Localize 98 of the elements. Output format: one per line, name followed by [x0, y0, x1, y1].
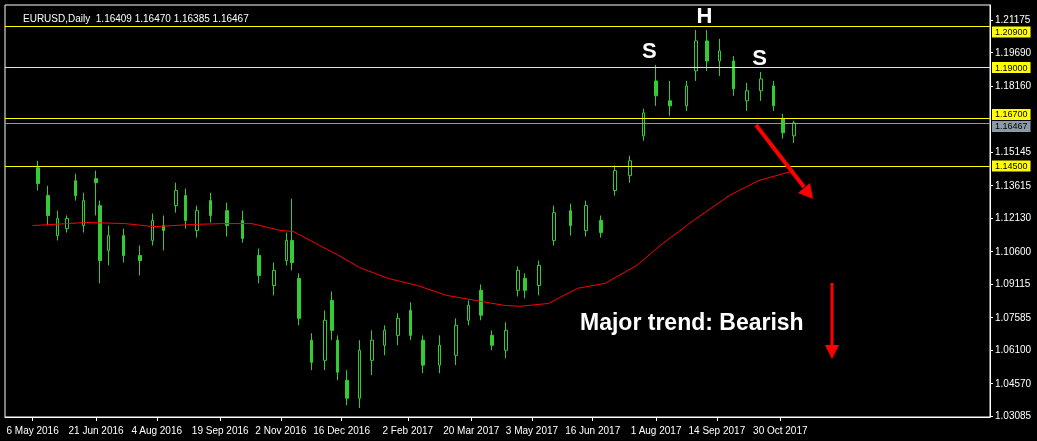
- candlestick: [569, 203, 572, 237]
- x-tick-label: 1 Aug 2017: [630, 424, 682, 436]
- candlestick: [454, 317, 458, 366]
- candlestick: [613, 165, 617, 197]
- x-tick-label: 30 Oct 2017: [753, 424, 808, 436]
- ref-line-label: 1.19000: [995, 62, 1028, 73]
- candlestick: [290, 198, 294, 271]
- x-tick-label: 20 Mar 2017: [443, 424, 500, 436]
- candlestick: [759, 71, 763, 102]
- y-tick-label: 1.15145: [995, 146, 1032, 158]
- candlestick: [370, 329, 374, 376]
- candlestick: [297, 272, 301, 326]
- text: EURUSD,Daily 1.16409 1.16470 1.16385 1.16467: [23, 12, 250, 24]
- candlestick: [257, 248, 261, 284]
- candlestick: [732, 55, 735, 97]
- candlestick: [745, 82, 749, 112]
- candlestick: [336, 334, 339, 381]
- candlestick: [323, 309, 327, 371]
- annotation: S: [752, 45, 767, 71]
- ref-line-label: 1.14500: [995, 161, 1028, 172]
- candlestick: [330, 290, 334, 341]
- x-tick-label: 16 Jun 2017: [565, 424, 621, 436]
- y-tick-label: 1.06100: [995, 344, 1032, 356]
- x-tick-label: 6 May 2016: [6, 424, 60, 436]
- candlestick: [642, 108, 645, 142]
- candlestick: [781, 113, 785, 140]
- candlestick: [241, 210, 244, 244]
- candlestick: [358, 339, 361, 409]
- candlestick: [98, 200, 102, 284]
- candlestick: [162, 214, 165, 251]
- candlestick: [46, 185, 50, 227]
- y-tick-label: 1.12130: [995, 212, 1032, 224]
- annotation: H: [696, 3, 713, 29]
- candlestick: [285, 232, 288, 266]
- x-tick-label: 2 Nov 2016: [255, 424, 307, 436]
- candlestick: [694, 29, 698, 82]
- y-tick-label: 1.13615: [995, 179, 1032, 191]
- candlestick: [65, 214, 69, 234]
- candlestick: [467, 299, 470, 326]
- candlestick: [383, 324, 386, 356]
- candlestick: [345, 369, 349, 406]
- candlestick: [537, 260, 541, 296]
- candlestick: [718, 38, 721, 77]
- ref-line-label: 1.16700: [995, 109, 1028, 120]
- x-tick-label: 3 May 2017: [505, 424, 559, 436]
- candlestick: [94, 170, 98, 216]
- candlestick: [792, 120, 796, 144]
- candlestick: [654, 64, 658, 107]
- candlestick: [184, 188, 187, 230]
- candlestick: [195, 205, 199, 239]
- y-tick-label: 1.18160: [995, 80, 1032, 92]
- candlestick: [628, 155, 632, 184]
- y-tick-label: 1.07585: [995, 311, 1032, 323]
- candlestick: [56, 210, 59, 241]
- candlestick: [479, 283, 483, 321]
- candlestick: [490, 329, 494, 351]
- x-tick-label: 4 Aug 2016: [131, 424, 183, 436]
- candlestick: [209, 192, 212, 223]
- candlestick: [107, 225, 110, 266]
- candlestick: [82, 192, 85, 234]
- candlestick: [174, 182, 178, 214]
- candlestick: [685, 80, 688, 112]
- y-tick-label: 1.04570: [995, 377, 1032, 389]
- candlestick: [74, 173, 77, 202]
- candlestick: [584, 200, 588, 237]
- ref-line-label: 1.20900: [995, 26, 1028, 37]
- candlestick: [225, 202, 229, 237]
- y-tick-label: 1.21175: [995, 14, 1031, 26]
- candlestick: [122, 228, 125, 264]
- x-tick-label: 19 Sep 2016: [191, 424, 250, 436]
- x-tick-label: 2 Feb 2017: [382, 424, 434, 436]
- candlestick: [705, 29, 709, 72]
- y-tick-label: 1.10600: [995, 245, 1032, 257]
- candlestick: [772, 80, 775, 112]
- candlestick: [668, 80, 672, 117]
- y-tick-label: 1.03085: [995, 410, 1032, 422]
- candlestick: [599, 214, 603, 239]
- candlestick: [421, 334, 425, 374]
- candlestick: [438, 334, 441, 374]
- x-tick-label: 16 Dec 2016: [313, 424, 371, 436]
- candlestick: [272, 262, 276, 296]
- candlestick: [310, 332, 313, 371]
- candlestick: [396, 312, 400, 346]
- candlestick: [409, 301, 412, 341]
- candlestick: [523, 272, 527, 299]
- annotation: Major trend: Bearish: [580, 308, 804, 335]
- candlestick: [138, 244, 142, 276]
- candlestick: [504, 321, 508, 359]
- candlestick: [36, 160, 40, 192]
- y-tick-label: 1.19690: [995, 46, 1032, 58]
- annotation: S: [641, 38, 657, 64]
- ref-line-label: 1.16467: [995, 121, 1028, 132]
- candlestick: [151, 213, 154, 246]
- x-tick-label: 14 Sep 2017: [688, 424, 746, 436]
- y-tick-label: 1.09115: [995, 278, 1031, 290]
- x-tick-label: 21 Jun 2016: [68, 424, 125, 436]
- candlestick: [516, 265, 520, 297]
- candlestick: [552, 205, 556, 246]
